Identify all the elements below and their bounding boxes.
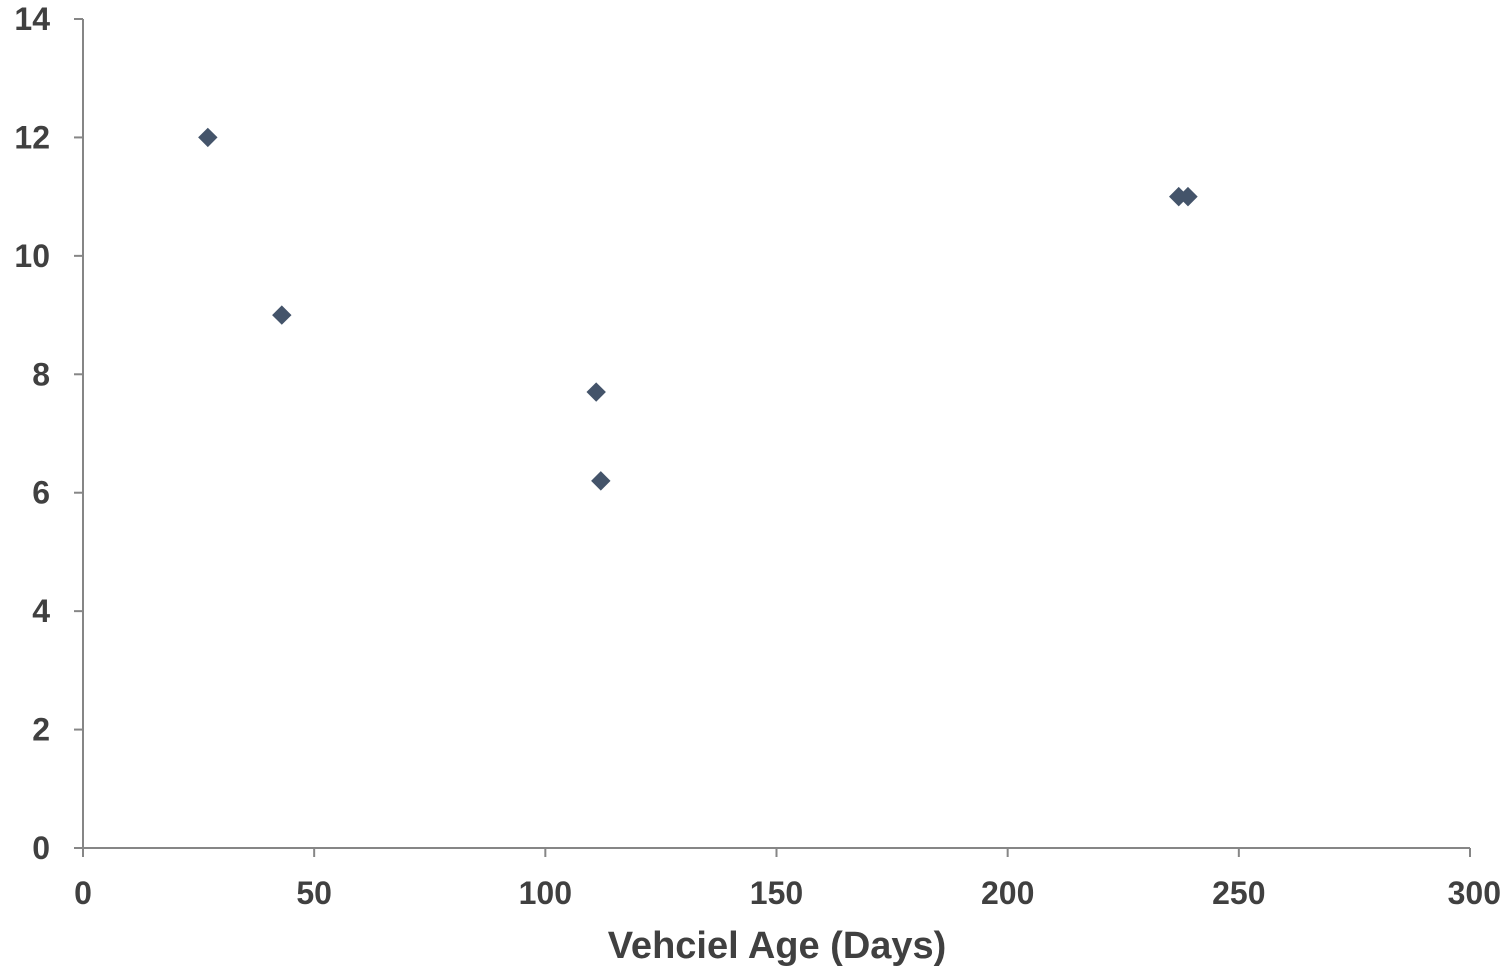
y-tick-label: 10 [14, 238, 50, 274]
y-axis: 0 2 4 6 8 10 12 14 [14, 1, 84, 866]
y-tick-label: 6 [32, 475, 50, 511]
y-tick-label: 4 [32, 593, 50, 629]
data-point [591, 471, 611, 491]
x-tick-label: 150 [750, 875, 803, 911]
data-point [1178, 186, 1198, 207]
x-axis-title: Vehciel Age (Days) [608, 925, 947, 967]
x-tick-label: 50 [296, 875, 332, 911]
y-tick-label: 12 [14, 119, 50, 155]
y-tick-label: 0 [32, 830, 50, 866]
data-point [272, 305, 292, 325]
y-tick-label: 8 [32, 356, 50, 392]
x-tick-label: 100 [519, 875, 572, 911]
x-tick-label: 0 [74, 875, 92, 911]
x-axis: 0 50 100 150 200 250 300 [74, 847, 1501, 911]
y-tick-label: 2 [32, 712, 50, 748]
data-point [198, 127, 218, 148]
data-point [586, 382, 606, 402]
y-tick-label: 14 [14, 1, 50, 37]
x-tick-label: 300 [1448, 875, 1501, 911]
x-tick-label: 200 [981, 875, 1034, 911]
x-tick-label: 250 [1212, 875, 1265, 911]
data-points [198, 127, 1198, 491]
